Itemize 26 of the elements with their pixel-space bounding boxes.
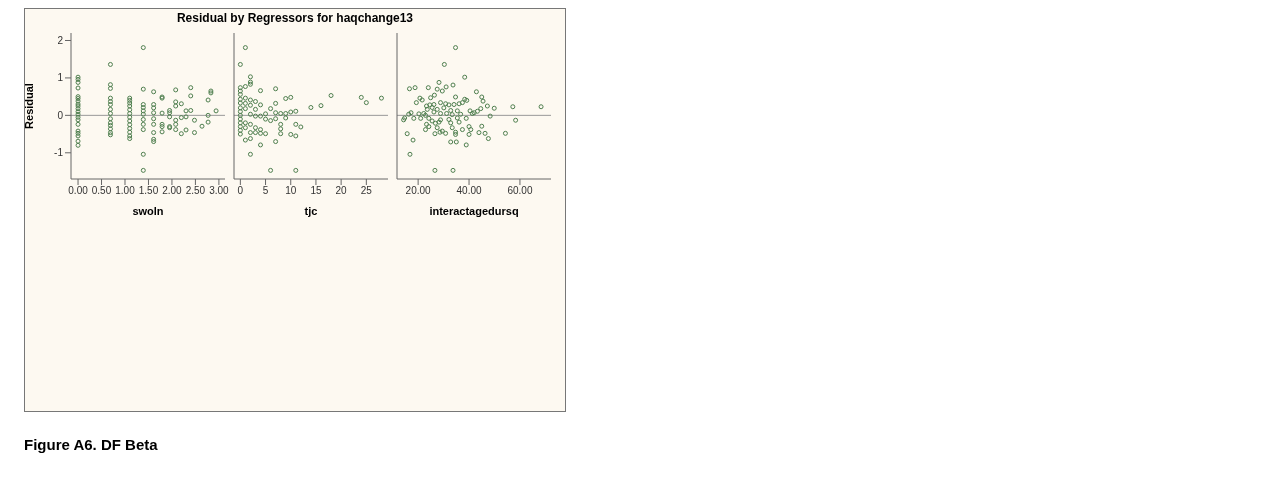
text: Residual by Regressors for haqchange13 [175,11,415,25]
x-axis-title: swoln [132,205,164,217]
x-tick-label: 1.00 [115,185,136,197]
x-tick-label: 5 [262,185,269,197]
x-tick-label: 20.00 [405,185,432,197]
x-axis-title: tjc [304,205,318,217]
x-tick-label: 3.00 [209,185,230,197]
y-tick-label: 0 [57,109,64,121]
x-tick-label: 60.00 [507,185,533,197]
x-tick-label: 25 [360,185,373,197]
x-tick-label: 10 [285,185,297,197]
x-tick-label: 0 [237,185,244,197]
x-tick-label: 2.50 [185,185,206,197]
y-axis-title: Residual [22,83,35,129]
x-tick-label: 15 [310,185,322,197]
x-tick-label: 1.50 [138,185,159,197]
x-axis-title: interactagedursq [429,205,519,217]
y-tick-label: -1 [54,147,64,159]
y-tick-label: 1 [57,72,64,84]
x-tick-label: 2.00 [162,185,183,197]
x-tick-label: 0.50 [91,185,112,197]
y-tick-label: 2 [57,35,64,47]
caption: Figure A6. DF Beta [24,436,159,453]
x-tick-label: 40.00 [456,185,482,197]
x-tick-label: 20 [335,185,348,197]
x-tick-label: 0.00 [68,185,89,197]
